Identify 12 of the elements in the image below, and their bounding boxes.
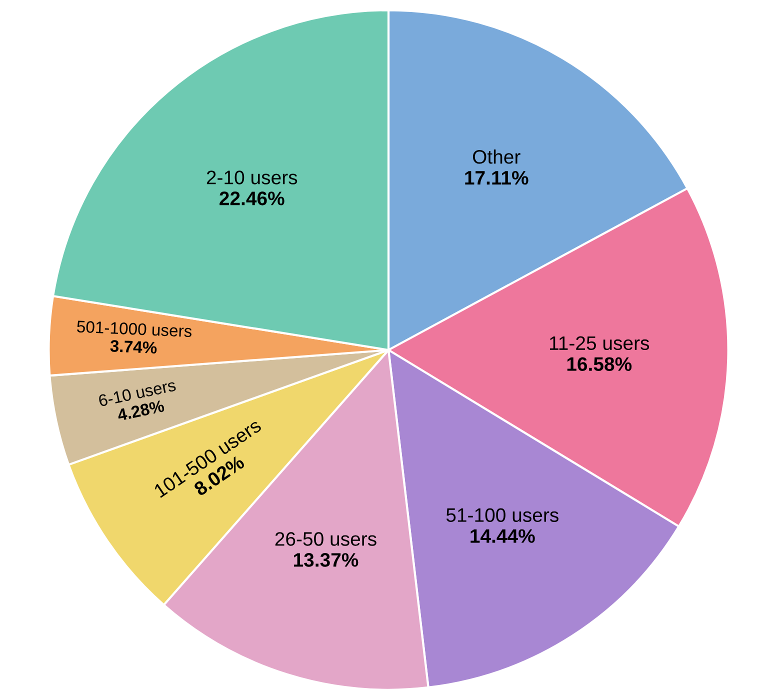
data-label: 3.74% (110, 340, 157, 354)
slice-label: 501-1000 users (76, 320, 192, 338)
slice-label: 51-100 users (446, 508, 558, 522)
data-label: 22.46% (220, 192, 284, 206)
data-label: 14.44% (470, 529, 535, 543)
data-label: 13.37% (294, 553, 358, 567)
slice-label: 2-10 users (206, 170, 298, 184)
slice-label: 26-50 users (275, 532, 376, 546)
data-label: 16.58% (567, 357, 632, 371)
slice-label: 11-25 users (550, 336, 650, 350)
slice-label: Other (472, 149, 520, 164)
data-label: 17.11% (465, 171, 528, 185)
